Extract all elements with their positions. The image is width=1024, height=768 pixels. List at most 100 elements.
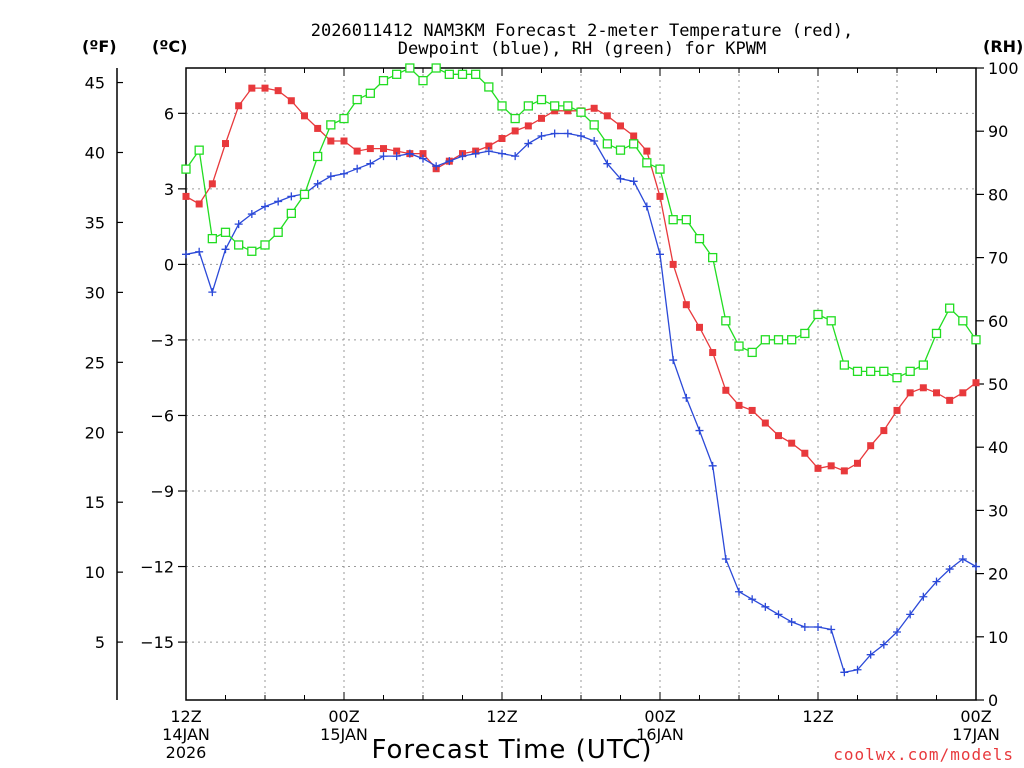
temperature-point xyxy=(972,379,980,387)
rh-point xyxy=(392,69,402,79)
temperature-point xyxy=(327,137,335,145)
dewpoint-point xyxy=(274,197,283,206)
dewpoint-point xyxy=(814,622,822,631)
fahrenheit-tick-label: 20 xyxy=(85,423,105,442)
rh-point xyxy=(286,208,296,219)
rh-tick-label: 20 xyxy=(988,565,1008,584)
dewpoint-point xyxy=(972,562,980,571)
dewpoint-point xyxy=(195,247,204,256)
temperature-point xyxy=(235,102,243,110)
dewpoint-point xyxy=(221,245,230,254)
dewpoint-point xyxy=(511,152,520,161)
rh-point xyxy=(879,366,889,377)
x-tick-label: 12Z xyxy=(170,707,201,726)
fahrenheit-tick-label: 15 xyxy=(85,493,105,512)
rh-tick-label: 100 xyxy=(988,59,1019,78)
rh-point xyxy=(484,82,494,92)
rh-point xyxy=(629,139,639,149)
rh-tick-label: 90 xyxy=(988,122,1008,141)
rh-point xyxy=(971,335,981,345)
dewpoint-point xyxy=(550,129,559,138)
rh-point xyxy=(852,366,863,377)
celsius-tick-label: 6 xyxy=(164,104,174,123)
rh-point xyxy=(655,164,665,174)
temperature-point xyxy=(761,419,769,427)
temperature-point xyxy=(630,132,638,140)
temperature-point xyxy=(617,122,624,130)
temperature-point xyxy=(195,200,203,208)
temperature-point xyxy=(564,107,572,115)
temperature-point xyxy=(261,84,269,92)
dewpoint-point xyxy=(800,622,809,631)
dewpoint-point xyxy=(682,393,691,402)
dewpoint-point xyxy=(879,640,888,649)
dewpoint-point xyxy=(590,137,599,146)
x-tick-label: 16JAN xyxy=(636,725,684,744)
celsius-tick-label: −9 xyxy=(150,482,174,501)
temperature-point xyxy=(393,147,401,155)
dewpoint-point xyxy=(313,179,322,188)
rh-point xyxy=(681,215,691,225)
rh-point xyxy=(839,360,849,370)
rh-point xyxy=(563,101,573,111)
fahrenheit-tick-label: 5 xyxy=(95,633,105,652)
dewpoint-point xyxy=(419,154,427,163)
temperature-point xyxy=(538,114,545,122)
dewpoint-point xyxy=(629,177,638,186)
rh-point xyxy=(918,360,928,370)
dewpoint-point xyxy=(366,159,375,168)
dewpoint-point xyxy=(787,617,796,626)
celsius-tick-label: −12 xyxy=(140,558,174,577)
rh-point xyxy=(931,328,942,339)
dewpoint-point xyxy=(577,131,585,140)
dewpoint-point xyxy=(340,169,348,178)
temperature-point xyxy=(919,384,927,392)
dewpoint-point xyxy=(827,625,836,634)
rh-point xyxy=(194,145,204,155)
rh-point xyxy=(905,366,915,377)
rh-point xyxy=(247,246,257,256)
rh-point xyxy=(352,94,362,105)
unit-fahrenheit: (ºF) xyxy=(82,37,117,56)
fahrenheit-tick-label: 45 xyxy=(85,74,105,93)
series xyxy=(181,63,981,677)
dewpoint-point xyxy=(379,152,388,161)
dewpoint-point xyxy=(853,665,862,674)
rh-point xyxy=(207,233,217,244)
temperature-point xyxy=(274,87,282,95)
rh-point xyxy=(958,316,968,326)
fahrenheit-tick-label: 30 xyxy=(85,283,105,302)
dewpoint-point xyxy=(906,610,915,619)
dewpoint-point xyxy=(458,152,467,161)
dewpoint-point xyxy=(353,164,362,173)
rh-point xyxy=(405,63,415,73)
rh-point xyxy=(602,139,612,149)
rh-point xyxy=(418,75,428,86)
x-tick-label: 2026 xyxy=(166,743,207,762)
celsius-tick-label: −3 xyxy=(150,331,174,350)
temperature-point xyxy=(590,104,598,112)
temperature-point xyxy=(880,427,888,435)
rh-point xyxy=(536,94,547,105)
rh-point xyxy=(589,120,599,130)
x-tick-label: 00Z xyxy=(644,707,675,726)
rh-point xyxy=(444,69,454,79)
x-tick-label: 17JAN xyxy=(952,725,1000,744)
axes: 630−3−6−9−12−154540353025201510510090807… xyxy=(85,59,1019,762)
dewpoint-point xyxy=(182,250,190,259)
temperature-point xyxy=(775,432,782,440)
temperature-point xyxy=(524,122,532,130)
rh-point xyxy=(826,316,836,326)
celsius-tick-label: 3 xyxy=(164,180,174,199)
rh-tick-label: 10 xyxy=(988,628,1008,647)
temperature-point xyxy=(959,389,967,397)
temperature-point xyxy=(709,349,717,357)
dewpoint-point xyxy=(774,610,783,619)
temperature-point xyxy=(551,107,559,115)
dewpoint-point xyxy=(392,152,401,161)
x-tick-label: 12Z xyxy=(486,707,517,726)
rh-tick-label: 30 xyxy=(988,501,1008,520)
temperature-point xyxy=(722,386,730,394)
temperature-point xyxy=(643,147,651,155)
